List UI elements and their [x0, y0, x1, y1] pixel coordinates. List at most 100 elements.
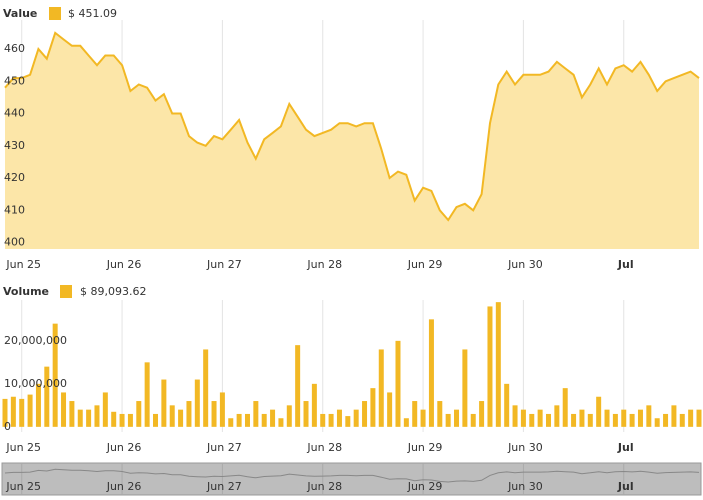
- price-label: Value: [3, 7, 37, 20]
- volume-bar: [295, 345, 301, 427]
- volume-bar: [328, 413, 334, 427]
- volume-bar: [545, 413, 551, 427]
- x-tick-label: Jun 27: [206, 480, 242, 493]
- volume-bar: [86, 409, 92, 427]
- volume-bar: [10, 396, 16, 427]
- volume-bar: [61, 392, 67, 427]
- volume-bar: [303, 401, 309, 427]
- volume-bar: [387, 392, 393, 427]
- x-tick-label: Jun 28: [306, 480, 342, 493]
- volume-bar: [44, 366, 50, 427]
- volume-bar: [219, 392, 225, 427]
- volume-bar: [487, 306, 493, 427]
- navigator[interactable]: [1, 462, 702, 496]
- y-tick-label: 0: [4, 420, 11, 433]
- x-tick-label: Jun 30: [507, 480, 543, 493]
- volume-bar: [261, 413, 267, 427]
- volume-bar: [236, 413, 242, 427]
- x-tick-label: Jun 26: [106, 480, 142, 493]
- volume-bar: [403, 418, 409, 427]
- volume-bar: [102, 392, 108, 427]
- y-tick-label: 450: [4, 74, 25, 87]
- x-tick-label: Jun 25: [5, 441, 41, 454]
- volume-bar: [445, 413, 451, 427]
- y-tick-label: 460: [4, 42, 25, 55]
- volume-bar: [378, 349, 384, 427]
- x-tick-label: Jun 28: [306, 258, 342, 271]
- legend-swatch: [49, 7, 61, 20]
- volume-bar: [554, 405, 560, 427]
- volume-bar: [679, 413, 685, 427]
- volume-bar: [336, 409, 342, 427]
- x-tick-label: Jun 26: [106, 258, 142, 271]
- volume-bar: [663, 413, 669, 427]
- volume-bar: [228, 418, 234, 427]
- volume-bar: [579, 409, 585, 427]
- y-tick-label: 410: [4, 203, 25, 216]
- volume-bar: [127, 413, 133, 427]
- y-tick-label: 430: [4, 139, 25, 152]
- volume-bar: [612, 413, 618, 427]
- y-tick-label: 10,000,000: [4, 377, 67, 390]
- volume-bar: [688, 409, 694, 427]
- volume-bar: [211, 401, 217, 427]
- volume-bar: [178, 409, 184, 427]
- navigator-line: [4, 468, 700, 483]
- volume-bar: [395, 340, 401, 427]
- price-legend: $ 451.09: [68, 7, 117, 20]
- x-tick-label: Jun 29: [407, 258, 443, 271]
- volume-bar: [529, 413, 535, 427]
- x-tick-label: Jul: [617, 441, 634, 454]
- x-tick-label: Jun 25: [5, 480, 41, 493]
- volume-bar: [311, 383, 317, 427]
- volume-bar: [596, 396, 602, 427]
- volume-bar: [69, 401, 75, 427]
- x-tick-label: Jun 30: [507, 441, 543, 454]
- volume-bar: [562, 388, 568, 427]
- volume-bar: [286, 405, 292, 427]
- volume-bar: [136, 401, 142, 427]
- volume-bar: [94, 405, 100, 427]
- legend-swatch: [60, 285, 72, 298]
- volume-bar: [194, 379, 200, 427]
- price-line: [4, 31, 700, 222]
- volume-bar: [412, 401, 418, 427]
- y-tick-label: 400: [4, 236, 25, 249]
- y-tick-label: 20,000,000: [4, 334, 67, 347]
- x-tick-label: Jul: [617, 480, 634, 493]
- volume-bar: [462, 349, 468, 427]
- volume-bar: [253, 401, 259, 427]
- x-tick-label: Jun 27: [206, 258, 242, 271]
- x-tick-label: Jun 28: [306, 441, 342, 454]
- x-tick-label: Jun 29: [407, 441, 443, 454]
- volume-bar: [27, 394, 33, 427]
- volume-bar: [77, 409, 83, 427]
- volume-bar: [52, 323, 58, 427]
- volume-bar: [671, 405, 677, 427]
- volume-bar: [495, 302, 501, 427]
- y-tick-label: 420: [4, 171, 25, 184]
- volume-bar: [629, 413, 635, 427]
- volume-bar: [353, 409, 359, 427]
- x-tick-label: Jun 30: [507, 258, 543, 271]
- volume-bar: [161, 379, 167, 427]
- volume-bar: [119, 413, 125, 427]
- volume-bar: [420, 409, 426, 427]
- volume-bar: [270, 409, 276, 427]
- x-tick-label: Jun 26: [106, 441, 142, 454]
- volume-bar: [203, 349, 209, 427]
- volume-bar: [654, 418, 660, 427]
- volume-bar: [370, 388, 376, 427]
- volume-bar: [169, 405, 175, 427]
- x-tick-label: Jun 27: [206, 441, 242, 454]
- volume-bar: [144, 362, 150, 427]
- x-tick-label: Jul: [617, 258, 634, 271]
- volume-bar: [637, 409, 643, 427]
- volume-bar: [604, 409, 610, 427]
- volume-bar: [504, 383, 510, 427]
- volume-bar: [244, 413, 250, 427]
- x-tick-label: Jun 29: [407, 480, 443, 493]
- volume-bar: [35, 383, 41, 427]
- y-tick-label: 440: [4, 107, 25, 120]
